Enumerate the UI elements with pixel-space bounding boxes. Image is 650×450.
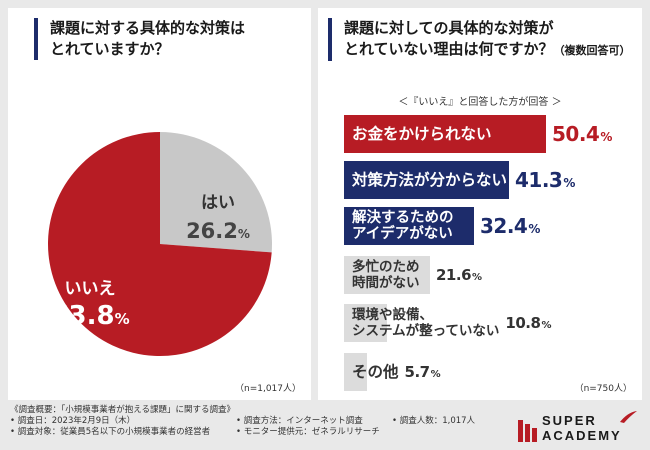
logo-mark-icon	[518, 420, 537, 442]
bar-question-line2: とれていない理由は何ですか？（複数回答可）	[344, 39, 640, 61]
bar-label-no-environment: 環境や設備、 システムが整っていない	[352, 304, 499, 342]
footer-survey-date: • 調査日：2023年2月9日（木）	[10, 416, 136, 426]
bar-label-line: 多忙のため	[352, 259, 420, 275]
pie-question-title: 課題に対する具体的な対策は とれていますか？	[34, 18, 294, 60]
bar-label-line: その他	[352, 363, 399, 381]
pie-slice-no-value: 73.8%	[50, 301, 129, 331]
bar-value-no-time: 21.6%	[436, 266, 482, 284]
bar-no-idea	[344, 207, 474, 245]
bar-label-no-time: 多忙のため 時間がない	[352, 256, 420, 294]
pie-slice-yes	[160, 132, 272, 253]
bar-label-line: システムが整っていない	[352, 323, 500, 339]
bar-question-line2-text: とれていない理由は何ですか？	[344, 40, 554, 58]
bar-label-no-idea: 解決するための アイデアがない	[352, 207, 454, 245]
logo-swoosh-icon	[620, 411, 637, 423]
bar-label-line: 対策方法が分からない	[352, 171, 508, 189]
logo-text-super: SUPER	[542, 413, 597, 428]
bar-no-method	[344, 161, 509, 199]
footer-monitor-provider: • モニター提供元：ゼネラルリサーチ	[236, 427, 380, 437]
bar-subtitle: ＜『いいえ』と回答した方が回答 ＞	[398, 97, 562, 108]
right-panel: 課題に対しての具体的な対策が とれていない理由は何ですか？（複数回答可） ＜『い…	[318, 8, 642, 400]
bar-sample-size: （n=750人）	[574, 384, 632, 394]
bar-label-other: その他	[352, 353, 399, 391]
left-panel: 課題に対する具体的な対策は とれていますか？ はい 26.2% いいえ 73.8% （…	[8, 8, 311, 400]
pie-slice-yes-value: 26.2%	[186, 219, 250, 243]
footer-survey-count: • 調査人数：1,017人	[392, 416, 476, 426]
pie-sample-size: （n=1,017人）	[234, 384, 301, 394]
footer-survey-target: • 調査対象：従業員5名以下の小規模事業者の経営者	[10, 427, 211, 437]
bar-label-line: 時間がない	[352, 275, 420, 291]
super-academy-logo: SUPER ACADEMY	[518, 410, 643, 446]
pie-slice-no-label: いいえ	[65, 279, 116, 299]
bar-label-line: 環境や設備、	[352, 307, 433, 323]
bar-value-no-environment: 10.8%	[505, 314, 551, 332]
bar-label-no-method: 対策方法が分からない	[352, 161, 507, 199]
pie-slice-no	[48, 132, 272, 356]
bar-value-no-method: 41.3%	[515, 168, 575, 192]
bar-label-no-money: お金をかけられない	[352, 115, 492, 153]
pie-slice-yes-label: はい	[201, 193, 235, 213]
bar-question-title: 課題に対しての具体的な対策が とれていない理由は何ですか？（複数回答可）	[328, 18, 640, 61]
footer-survey-method: • 調査方法：インターネット調査	[236, 416, 363, 426]
bar-value-other: 5.7%	[404, 363, 441, 381]
bar-value-no-idea: 32.4%	[480, 214, 540, 238]
bar-question-note: （複数回答可）	[553, 44, 631, 57]
bar-no-money	[344, 115, 546, 153]
bar-other	[344, 353, 367, 391]
bar-label-line: 解決するための	[352, 210, 454, 226]
pie-question-line1: 課題に対する具体的な対策は	[50, 19, 246, 37]
bar-no-time	[344, 256, 430, 294]
bar-label-line: アイデアがない	[352, 226, 453, 242]
bar-value-no-money: 50.4%	[552, 122, 612, 146]
footer-survey-overview: 《調査概要：「小規模事業者が抱える課題」に関する調査》	[10, 405, 235, 415]
pie-question-line2: とれていますか？	[50, 40, 170, 58]
logo-text-academy: ACADEMY	[542, 428, 622, 443]
bar-no-environment	[344, 304, 387, 342]
bar-label-line: お金をかけられない	[352, 125, 492, 143]
bar-question-line1: 課題に対しての具体的な対策が	[344, 19, 554, 37]
